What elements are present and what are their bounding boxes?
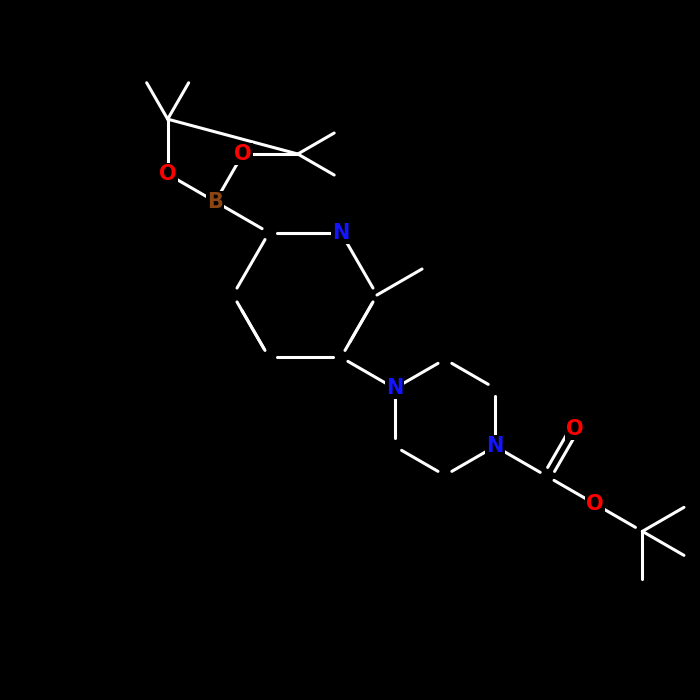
Text: N: N [386,379,403,398]
Text: N: N [386,379,403,398]
Text: B: B [207,192,223,211]
Text: N: N [486,436,504,456]
Text: O: O [566,419,583,439]
Text: O: O [586,494,603,514]
Text: O: O [234,144,251,164]
Text: N: N [332,223,350,243]
Text: O: O [159,164,176,184]
